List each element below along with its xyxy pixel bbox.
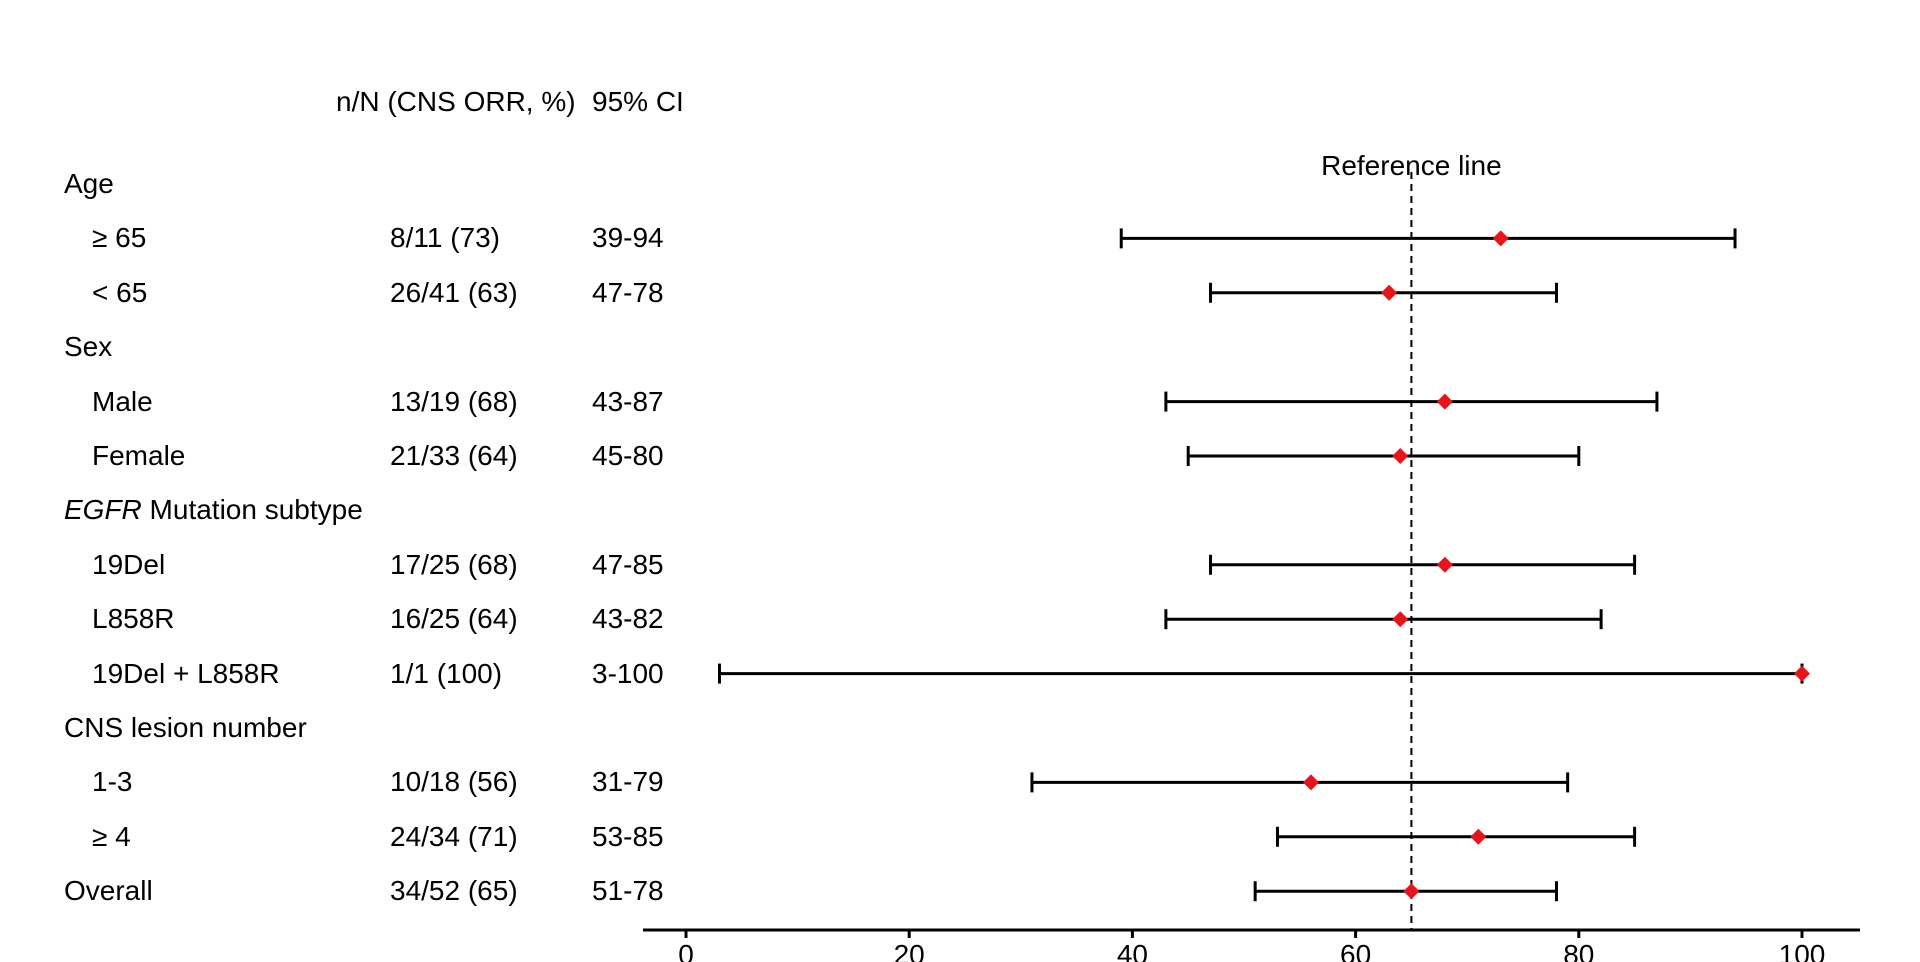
- ci-value: 45-80: [592, 440, 664, 471]
- estimate-marker: [1392, 611, 1409, 628]
- n-value: 26/41 (63): [390, 276, 518, 308]
- ci-value: 3-100: [592, 657, 664, 689]
- x-tick-label: 60: [1340, 939, 1371, 962]
- ci-value: 43-87: [592, 385, 664, 417]
- ci-value: 43-82: [592, 603, 664, 635]
- estimate-marker: [1794, 665, 1810, 682]
- gene-italic: EGFR: [64, 494, 142, 526]
- x-tick-label: 100: [1779, 939, 1826, 962]
- n-value: 10/18 (56): [390, 766, 518, 798]
- estimate-marker: [1302, 774, 1319, 791]
- x-tick-label: 20: [894, 939, 925, 962]
- n-value: 1/1 (100): [390, 657, 503, 689]
- estimate-marker: [1392, 448, 1409, 464]
- ci-value: 31-79: [592, 766, 664, 798]
- group-label: CNS lesion number: [64, 712, 307, 743]
- header-n-col: n/N (CNS ORR, %): [336, 86, 576, 117]
- group-label: Overall: [64, 875, 153, 907]
- ci-value: 51-78: [592, 875, 664, 907]
- estimate-marker: [1381, 284, 1398, 301]
- subgroup-label: L858R: [92, 603, 175, 635]
- subgroup-label: 1-3: [92, 766, 133, 798]
- ci-value: 47-85: [592, 548, 664, 580]
- ci-value: 47-78: [592, 276, 664, 308]
- subgroup-label: ≥ 65: [92, 222, 147, 254]
- n-value: 21/33 (64): [390, 440, 518, 471]
- ci-value: 53-85: [592, 820, 664, 852]
- subgroup-label: 19Del: [92, 548, 166, 580]
- subgroup-label: Female: [92, 440, 186, 471]
- group-label: Sex: [64, 331, 113, 363]
- x-tick-label: 80: [1563, 939, 1594, 962]
- estimate-marker: [1403, 883, 1420, 900]
- header-ci-col: 95% CI: [592, 86, 684, 117]
- group-label: Age: [64, 168, 114, 199]
- estimate-marker: [1492, 230, 1509, 247]
- group-label: EGFR Mutation subtype: [64, 496, 363, 524]
- n-value: 8/11 (73): [390, 222, 500, 254]
- ci-value: 39-94: [592, 222, 664, 254]
- n-value: 17/25 (68): [390, 548, 518, 580]
- subgroup-label: 19Del + L858R: [92, 657, 280, 689]
- estimate-marker: [1436, 393, 1453, 410]
- subgroup-label: < 65: [92, 276, 148, 308]
- group-label-rest: Mutation subtype: [141, 494, 363, 526]
- x-tick-label: 40: [1117, 939, 1148, 962]
- n-value: 24/34 (71): [390, 820, 518, 852]
- n-value: 16/25 (64): [390, 603, 518, 635]
- n-value: 13/19 (68): [390, 385, 518, 417]
- x-tick-label: 0: [678, 939, 694, 962]
- estimate-marker: [1470, 828, 1487, 845]
- subgroup-label: ≥ 4: [92, 820, 131, 852]
- estimate-marker: [1436, 556, 1453, 573]
- n-value: 34/52 (65): [390, 875, 518, 907]
- subgroup-label: Male: [92, 385, 153, 417]
